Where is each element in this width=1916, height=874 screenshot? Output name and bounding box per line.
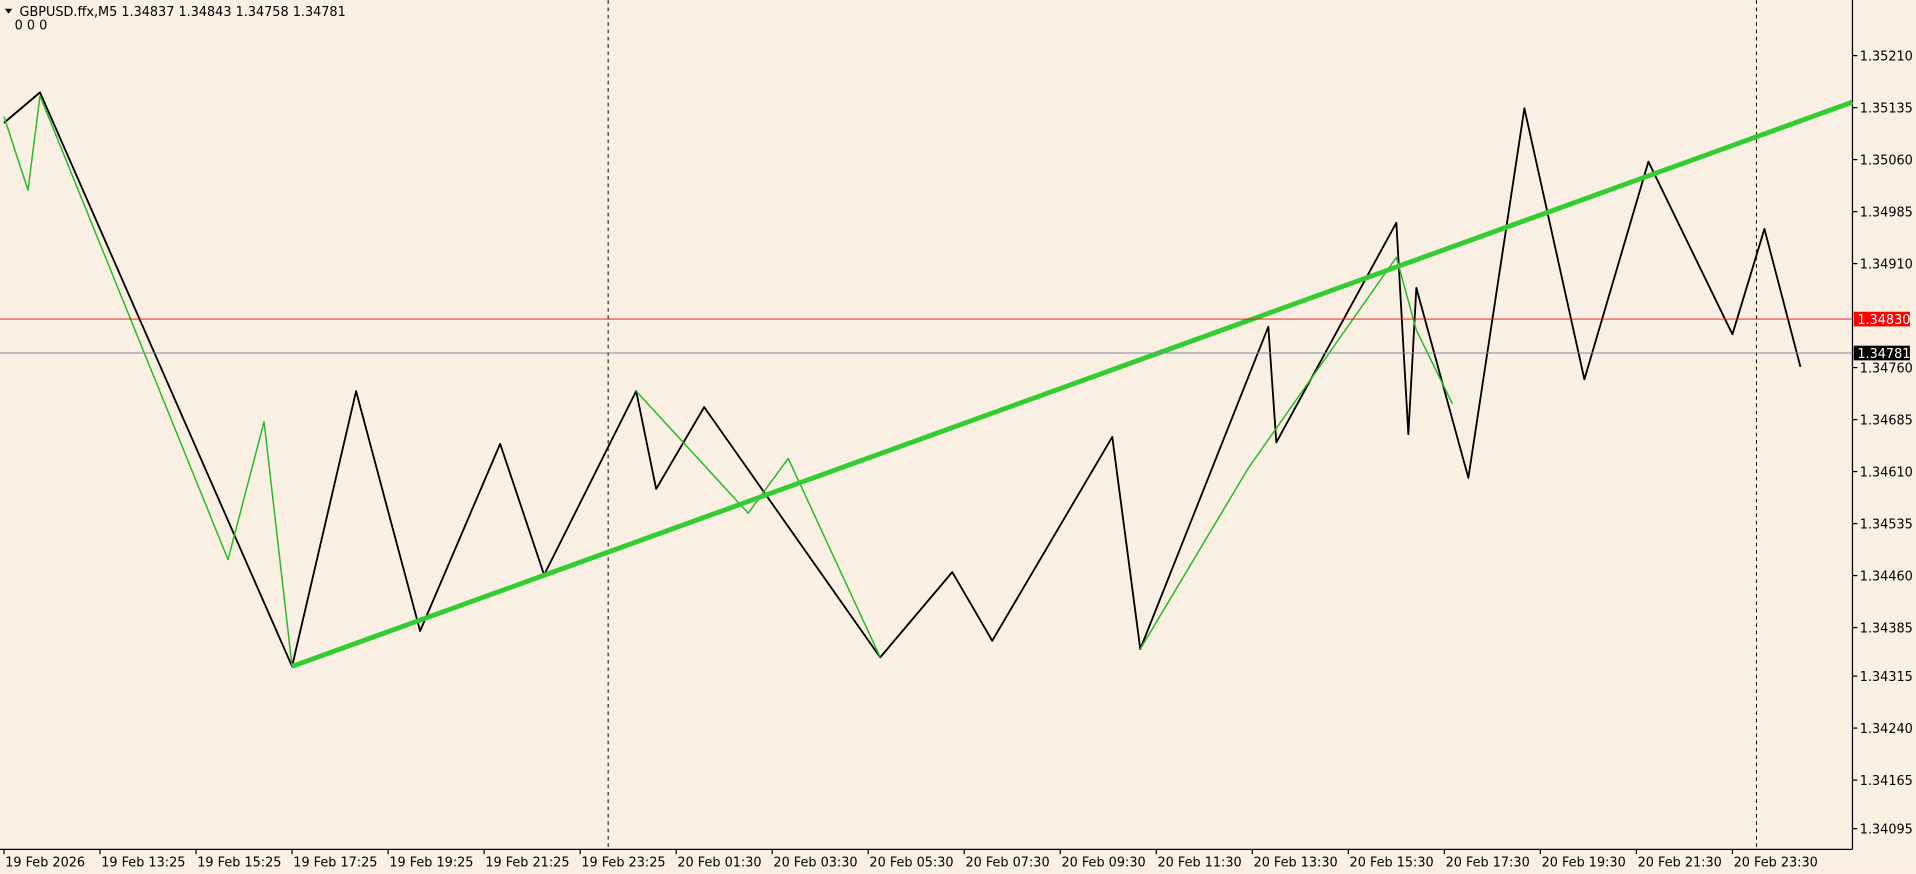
y-tick-label: 1.35210 xyxy=(1860,50,1913,65)
x-tick-label: 20 Feb 11:30 xyxy=(1158,856,1242,871)
y-tick-label: 1.34610 xyxy=(1860,465,1913,480)
y-tick-label: 1.34095 xyxy=(1860,822,1913,837)
collapse-icon[interactable] xyxy=(4,8,13,14)
x-tick-label: 19 Feb 2026 xyxy=(5,856,85,871)
y-tick-label: 1.34760 xyxy=(1860,361,1913,376)
x-tick-label: 19 Feb 13:25 xyxy=(101,856,185,871)
y-tick-label: 1.34910 xyxy=(1860,257,1913,272)
y-tick-label: 1.34685 xyxy=(1860,413,1913,428)
price-level-label: 1.34830 xyxy=(1857,313,1910,328)
y-tick-label: 1.34385 xyxy=(1860,621,1913,636)
y-tick-label: 1.34460 xyxy=(1860,569,1913,584)
x-tick-label: 20 Feb 13:30 xyxy=(1254,856,1338,871)
x-tick-label: 19 Feb 21:25 xyxy=(485,856,569,871)
price-level-box xyxy=(1853,311,1910,327)
y-tick-label: 1.35135 xyxy=(1860,102,1913,117)
x-tick-label: 20 Feb 07:30 xyxy=(965,856,1049,871)
x-tick-label: 19 Feb 19:25 xyxy=(389,856,473,871)
x-tick-label: 20 Feb 05:30 xyxy=(869,856,953,871)
x-tick-label: 20 Feb 09:30 xyxy=(1061,856,1145,871)
y-tick-label: 1.35060 xyxy=(1860,153,1913,168)
chart-subtitle: 0 0 0 xyxy=(15,18,48,33)
y-tick-label: 1.34165 xyxy=(1860,774,1913,789)
y-tick-label: 1.34535 xyxy=(1860,517,1913,532)
zigzag-line xyxy=(291,99,1854,669)
x-tick-label: 20 Feb 01:30 xyxy=(677,856,761,871)
price-level-box xyxy=(1853,345,1910,361)
x-tick-label: 20 Feb 19:30 xyxy=(1542,856,1626,871)
x-tick-label: 20 Feb 17:30 xyxy=(1446,856,1530,871)
x-tick-label: 19 Feb 23:25 xyxy=(581,856,665,871)
zigzag-line xyxy=(3,95,1454,667)
x-tick-label: 19 Feb 17:25 xyxy=(293,856,377,871)
chart-title: GBPUSD.ffx,M5 1.34837 1.34843 1.34758 1.… xyxy=(20,5,346,20)
y-tick-label: 1.34315 xyxy=(1860,670,1913,685)
x-tick-label: 19 Feb 15:25 xyxy=(197,856,281,871)
x-tick-label: 20 Feb 23:30 xyxy=(1734,856,1818,871)
y-tick-label: 1.34985 xyxy=(1860,205,1913,220)
price-level-label: 1.34781 xyxy=(1857,347,1910,362)
x-tick-label: 20 Feb 21:30 xyxy=(1638,856,1722,871)
x-tick-label: 20 Feb 03:30 xyxy=(773,856,857,871)
zigzag-line xyxy=(3,91,1802,668)
x-tick-label: 20 Feb 15:30 xyxy=(1350,856,1434,871)
y-tick-label: 1.34240 xyxy=(1860,722,1913,737)
